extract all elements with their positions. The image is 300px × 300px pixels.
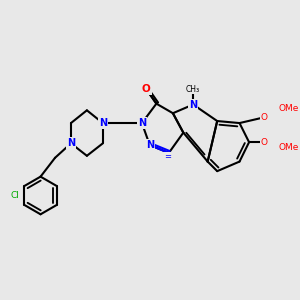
Text: OMe: OMe	[278, 104, 298, 113]
Text: CH₃: CH₃	[186, 85, 200, 94]
Text: OMe: OMe	[278, 142, 298, 152]
Text: O: O	[261, 113, 268, 122]
Text: O: O	[261, 138, 268, 147]
Text: N: N	[99, 118, 107, 128]
Text: N: N	[138, 118, 146, 128]
Text: N: N	[146, 140, 154, 150]
Text: =: =	[164, 152, 171, 161]
Text: Cl: Cl	[11, 191, 20, 200]
Text: N: N	[189, 100, 197, 110]
Text: O: O	[142, 84, 151, 94]
Text: N: N	[67, 138, 75, 148]
